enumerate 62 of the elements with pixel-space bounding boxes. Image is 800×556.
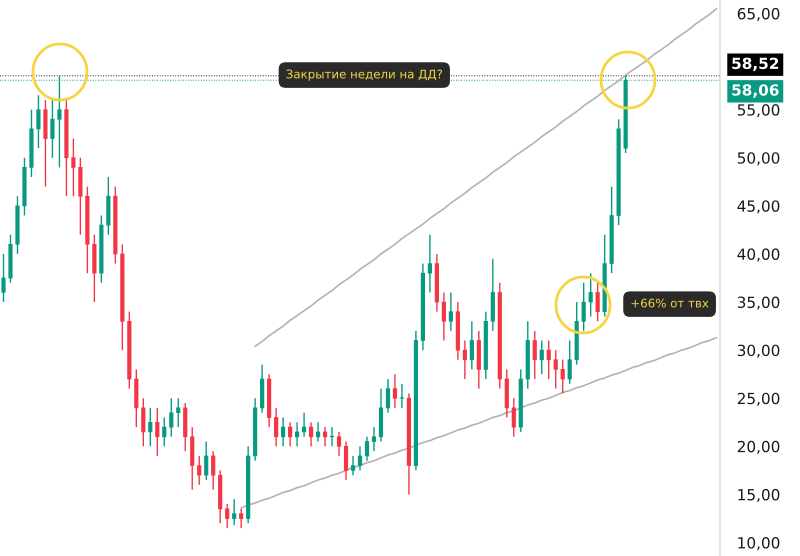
candlestick [232, 498, 236, 526]
candlestick [239, 508, 244, 529]
annotation: +66% от твх [632, 298, 708, 308]
line-series [254, 8, 718, 348]
y-tick-label: 40,00 [737, 248, 780, 262]
candlestick [372, 426, 376, 452]
candlestick [294, 422, 300, 448]
candlestick [386, 378, 390, 414]
candlestick [162, 416, 166, 448]
candlestick [71, 138, 76, 197]
candlestick [148, 407, 152, 448]
candlestick [560, 359, 565, 394]
line-series [240, 336, 718, 509]
y-tick-label: 30,00 [738, 344, 780, 358]
candlestick [176, 398, 180, 428]
y-tick-label: 55,00 [738, 104, 780, 118]
candlestick [582, 282, 586, 332]
candlestick [36, 94, 41, 149]
ref-line-label: 58,52 [732, 58, 778, 72]
candlestick [281, 416, 286, 448]
candlestick [596, 282, 600, 322]
candlestick [462, 340, 467, 380]
candlestick [211, 450, 216, 490]
candlestick [512, 398, 516, 438]
candlestick [302, 412, 306, 438]
candlestick [540, 340, 544, 375]
y-tick-label: 25,00 [738, 392, 780, 406]
y-tick-label: 15,00 [738, 488, 780, 502]
candlestick [358, 446, 362, 472]
candlestick [197, 455, 202, 486]
candlestick [225, 503, 230, 529]
candlestick [448, 292, 453, 332]
annotation: Закрытие недели на ДД? [286, 70, 442, 81]
candlestick [336, 431, 342, 457]
y-tick-label: 50,00 [738, 152, 780, 166]
candlestick [568, 340, 572, 385]
candlestick [350, 455, 356, 476]
candlestick [169, 398, 174, 438]
candlestick [364, 436, 370, 462]
candlestick [308, 422, 314, 448]
candlestick [554, 349, 558, 390]
candlestick [532, 330, 537, 380]
candlestick [50, 99, 55, 158]
y-tick-label: 20,00 [738, 440, 780, 454]
ref-line-label: 58,06 [732, 84, 779, 98]
candlestick [288, 422, 292, 448]
candlestick [1, 253, 6, 303]
candlestick [442, 292, 446, 342]
candlestick [392, 374, 398, 409]
candlestick [155, 407, 160, 457]
y-tick-label: 35,00 [738, 296, 780, 310]
candlestick [588, 272, 593, 318]
y-tick-label: 65,00 [738, 8, 780, 22]
candlestick [316, 422, 320, 442]
candlestick [470, 320, 474, 370]
candlestick [274, 407, 278, 448]
y-tick-label: 45,00 [737, 200, 780, 214]
candlestick [546, 340, 551, 380]
candlestick [322, 426, 328, 448]
candlestick [204, 440, 208, 481]
candlestick [428, 234, 432, 294]
y-tick-label: 10,00 [738, 537, 780, 550]
